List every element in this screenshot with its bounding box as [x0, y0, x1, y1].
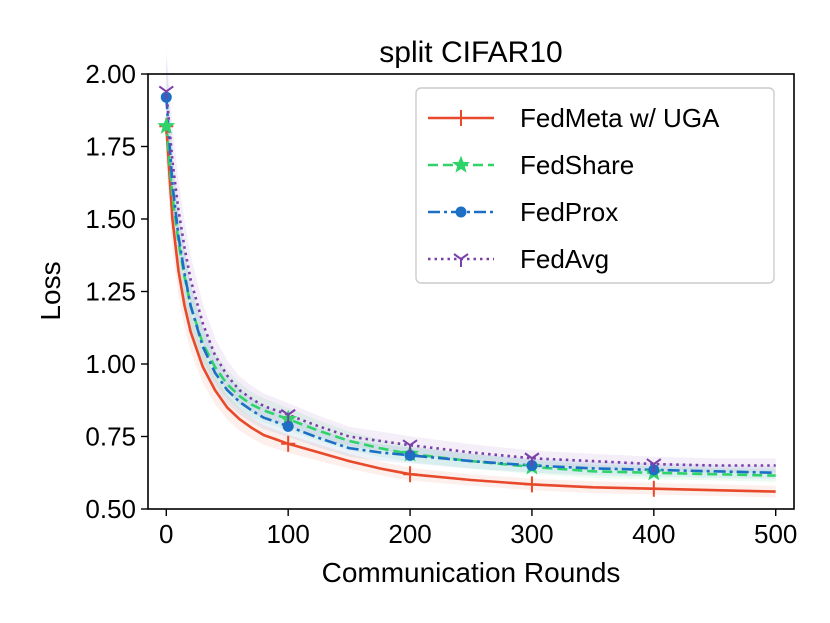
x-tick-label: 400 [632, 519, 675, 549]
legend-marker-fedavg [453, 253, 469, 267]
legend-box [415, 87, 775, 284]
x-axis-ticks: 0 100 200 300 400 500 [159, 509, 797, 549]
y-tick-label: 0.75 [85, 422, 136, 452]
x-tick-label: 0 [159, 519, 173, 549]
legend-marker-fedprox [455, 206, 467, 218]
legend-label-fedavg: FedAvg [520, 244, 609, 274]
marker-fedshare [157, 116, 176, 134]
x-tick-label: 100 [266, 519, 309, 549]
y-tick-label: 1.50 [85, 204, 136, 234]
x-tick-label: 200 [388, 519, 431, 549]
marker-fedavg [280, 408, 296, 423]
legend-marker-fedmeta-w-uga [454, 110, 468, 126]
y-tick-label: 1.25 [85, 277, 136, 307]
legend: FedMeta w/ UGA FedShare FedProx FedAvg [415, 87, 775, 284]
marker-fedavg [646, 458, 662, 473]
marker-fedavg [524, 452, 540, 467]
y-tick-label: 0.50 [85, 494, 136, 524]
legend-label-fedshare: FedShare [520, 150, 634, 180]
marker-fedmeta-w-uga [524, 476, 539, 493]
marker-fedprox [282, 420, 294, 432]
line-fedmeta-w-uga [165, 126, 776, 493]
marker-fedmeta-w-uga [646, 480, 661, 497]
line-fedprox [165, 97, 776, 475]
series-markers [157, 85, 663, 497]
chart-title: split CIFAR10 [379, 36, 562, 69]
legend-marker-fedshare [452, 155, 470, 173]
marker-fedmeta-w-uga [403, 466, 418, 483]
marker-fedavg [158, 85, 174, 100]
y-tick-label: 1.00 [85, 349, 136, 379]
series-lines [165, 91, 776, 493]
marker-fedavg [402, 439, 418, 454]
legend-label-fedprox: FedProx [520, 197, 618, 227]
y-tick-label: 1.75 [85, 132, 136, 162]
y-axis-ticks: 0.50 0.75 1.00 1.25 1.50 1.75 2.00 [85, 59, 148, 524]
legend-label-fedmeta-w-uga: FedMeta w/ UGA [520, 103, 720, 133]
x-tick-label: 300 [510, 519, 553, 549]
marker-fedmeta-w-uga [281, 435, 296, 452]
x-tick-label: 500 [754, 519, 797, 549]
y-tick-label: 2.00 [85, 59, 136, 89]
marker-fedprox [404, 449, 416, 461]
x-axis-label: Communication Rounds [322, 557, 621, 588]
y-axis-label: Loss [35, 261, 66, 320]
